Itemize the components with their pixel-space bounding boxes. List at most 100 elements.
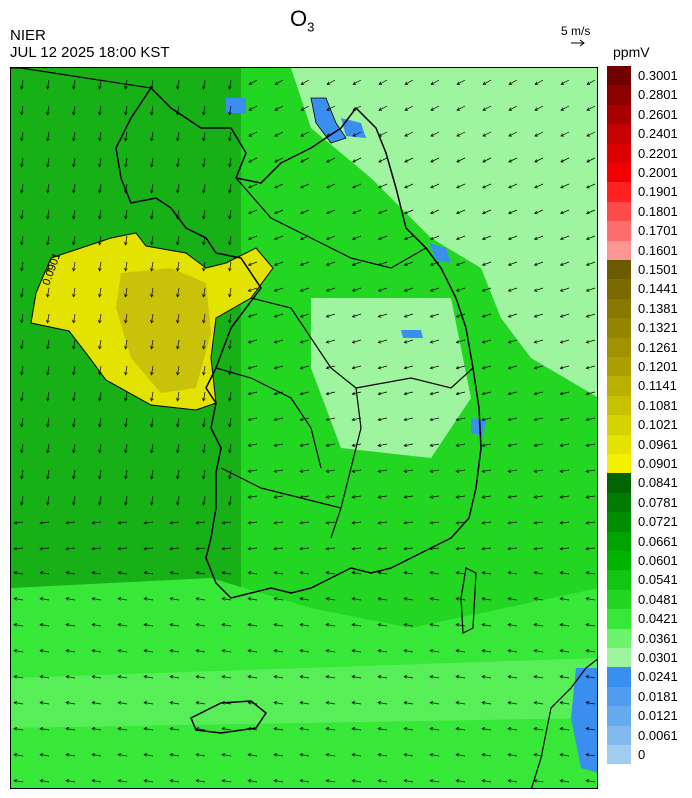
wind-arrow-icon bbox=[150, 287, 154, 298]
wind-arrow-icon bbox=[533, 546, 544, 551]
legend-swatch bbox=[607, 104, 631, 125]
wind-arrow-icon bbox=[507, 571, 518, 575]
wind-arrow-icon bbox=[124, 339, 128, 350]
wind-arrow-icon bbox=[299, 546, 310, 551]
wind-arrow-icon bbox=[351, 443, 362, 447]
wind-arrow-icon bbox=[455, 597, 466, 601]
wind-arrow-icon bbox=[403, 623, 414, 627]
wind-arrow-icon bbox=[91, 727, 102, 731]
wind-arrow-icon bbox=[403, 597, 414, 601]
legend-label: 0.0421 bbox=[638, 611, 678, 627]
wind-arrow-icon bbox=[429, 521, 440, 525]
wind-arrow-icon bbox=[559, 261, 570, 266]
wind-arrow-icon bbox=[429, 779, 440, 783]
wind-arrow-icon bbox=[247, 261, 258, 266]
wind-arrow-icon bbox=[481, 469, 492, 473]
wind-arrow-icon bbox=[378, 157, 388, 163]
wind-vector-field bbox=[13, 79, 596, 783]
wind-arrow-icon bbox=[202, 365, 206, 376]
wind-arrow-icon bbox=[176, 417, 180, 428]
wind-arrow-icon bbox=[533, 261, 544, 266]
legend-label: 0.0901 bbox=[638, 456, 678, 471]
wind-arrow-icon bbox=[247, 443, 258, 447]
wind-arrow-icon bbox=[46, 105, 50, 116]
wind-arrow-icon bbox=[430, 209, 440, 215]
wind-arrow-icon bbox=[455, 391, 466, 396]
wind-arrow-icon bbox=[325, 287, 336, 292]
wind-arrow-icon bbox=[20, 495, 24, 506]
wind-arrow-icon bbox=[72, 469, 76, 480]
wind-arrow-icon bbox=[325, 779, 336, 783]
wind-arrow-icon bbox=[13, 779, 24, 783]
wind-arrow-icon bbox=[404, 157, 414, 163]
wind-arrow-icon bbox=[559, 701, 570, 705]
wind-arrow-icon bbox=[534, 157, 544, 163]
wind-arrow-icon bbox=[559, 753, 570, 757]
wind-arrow-icon bbox=[176, 313, 180, 324]
wind-reference-label: 5 m/s bbox=[561, 24, 591, 38]
wind-arrow-icon bbox=[352, 157, 362, 163]
legend-label: 0.1141 bbox=[638, 378, 677, 394]
wind-arrow-icon bbox=[98, 417, 102, 428]
wind-arrow-icon bbox=[533, 649, 544, 653]
wind-arrow-icon bbox=[176, 261, 180, 272]
wind-arrow-icon bbox=[46, 495, 50, 506]
low-ozone-patch bbox=[401, 330, 423, 338]
wind-arrow-icon bbox=[169, 649, 180, 653]
wind-arrow-icon bbox=[39, 701, 50, 705]
wind-arrow-icon bbox=[228, 79, 232, 90]
wind-arrow-icon bbox=[72, 287, 76, 298]
wind-arrow-icon bbox=[429, 261, 440, 266]
wind-arrow-icon bbox=[481, 391, 492, 396]
wind-arrow-icon bbox=[481, 417, 492, 422]
wind-arrow-icon bbox=[299, 623, 310, 627]
wind-arrow-icon bbox=[124, 131, 128, 142]
wind-arrow-icon bbox=[228, 365, 232, 376]
legend-swatch bbox=[607, 686, 631, 707]
wind-arrow-icon bbox=[221, 623, 232, 627]
wind-arrow-icon bbox=[351, 546, 362, 551]
legend-label: 0.0661 bbox=[638, 533, 678, 549]
wind-arrow-icon bbox=[195, 649, 206, 653]
wind-arrow-icon bbox=[585, 495, 596, 499]
wind-arrow-icon bbox=[508, 183, 518, 189]
legend-label: 0.0181 bbox=[638, 688, 678, 704]
wind-arrow-icon bbox=[273, 469, 284, 473]
wind-arrow-icon bbox=[13, 753, 24, 757]
wind-arrow-icon bbox=[65, 779, 76, 783]
wind-arrow-icon bbox=[98, 261, 102, 272]
wind-arrow-icon bbox=[455, 417, 466, 422]
wind-arrow-icon bbox=[247, 339, 258, 344]
datetime-label: JUL 12 2025 18:00 KST bbox=[10, 44, 170, 61]
wind-arrow-icon bbox=[247, 495, 258, 499]
wind-arrow-icon bbox=[39, 546, 50, 551]
wind-arrow-icon bbox=[585, 261, 596, 266]
wind-arrow-icon bbox=[299, 313, 310, 318]
wind-arrow-icon bbox=[176, 157, 180, 168]
wind-arrow-icon bbox=[202, 105, 206, 116]
legend-swatch bbox=[607, 279, 631, 299]
wind-arrow-icon bbox=[403, 443, 414, 447]
legend-swatch bbox=[607, 201, 631, 222]
wind-arrow-icon bbox=[13, 701, 24, 705]
wind-arrow-icon bbox=[228, 235, 232, 246]
wind-arrow-icon bbox=[176, 339, 180, 350]
legend-label: 0.2801 bbox=[638, 87, 678, 103]
wind-arrow-icon bbox=[585, 339, 596, 344]
wind-arrow-icon bbox=[228, 417, 232, 428]
wind-arrow-icon bbox=[195, 521, 206, 525]
wind-arrow-icon bbox=[429, 571, 440, 575]
wind-arrow-icon bbox=[585, 313, 596, 318]
wind-arrow-icon bbox=[482, 79, 492, 85]
wind-arrow-icon bbox=[150, 313, 154, 324]
wind-arrow-icon bbox=[124, 235, 128, 246]
wind-arrow-icon bbox=[124, 495, 128, 506]
wind-arrow-icon bbox=[455, 495, 466, 499]
legend-label: 0.0841 bbox=[638, 475, 678, 491]
wind-arrow-icon bbox=[352, 79, 362, 85]
legend-swatch bbox=[607, 376, 631, 396]
wind-arrow-icon bbox=[351, 779, 362, 783]
wind-arrow-icon bbox=[91, 623, 102, 627]
wind-arrow-icon bbox=[482, 131, 492, 137]
wind-arrow-icon bbox=[221, 675, 232, 679]
